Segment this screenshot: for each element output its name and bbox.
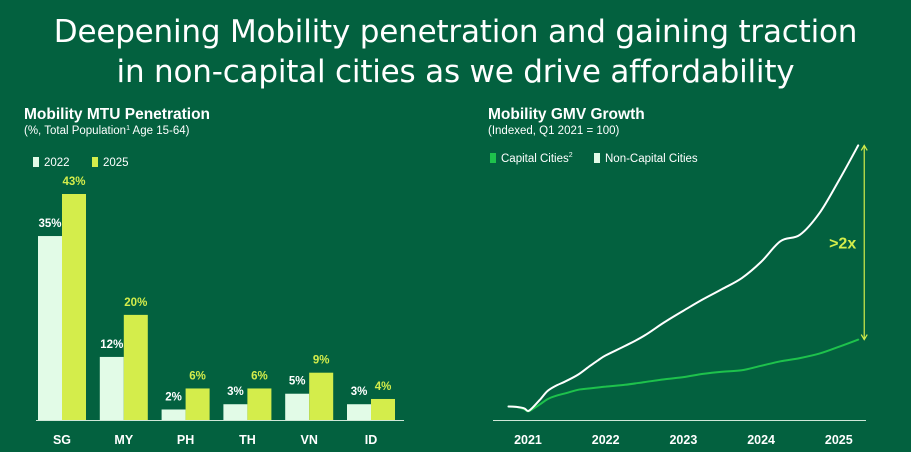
bar-label-TH-2025: 6% [251, 370, 268, 382]
legend-swatch-2022 [33, 157, 39, 167]
x-tick-PH: PH [177, 433, 194, 447]
bar-label-SG-2022: 35% [38, 218, 61, 230]
right-chart-title: Mobility GMV Growth [488, 106, 645, 123]
line-legend: Capital Cities2 Non-Capital Cities [490, 152, 698, 165]
bar-SG-2022 [38, 236, 62, 420]
bar-PH-2022 [161, 409, 186, 420]
bar-label-PH-2025: 6% [189, 370, 206, 382]
x-tick-SG: SG [53, 433, 71, 447]
bar-label-TH-2022: 3% [227, 386, 244, 398]
x-tick-2024: 2024 [747, 433, 775, 447]
bar-VN-2025 [309, 372, 334, 420]
x-tick-2025: 2025 [825, 433, 853, 447]
x-tick-2021: 2021 [514, 433, 542, 447]
legend-label-capital-cities-footnote: 2 [569, 152, 573, 159]
bracket-arrow-bottom [860, 334, 868, 341]
slide-title-line-1: Deepening Mobility penetration and gaini… [53, 14, 858, 50]
bar-TH-2022 [223, 404, 248, 420]
bar-legend: 2022 2025 [33, 157, 129, 169]
left-chart-subtitle-footnote: 1 [126, 125, 130, 132]
bar-label-PH-2022: 2% [165, 391, 182, 403]
x-tick-MY: MY [114, 433, 133, 447]
bar-PH-2025 [185, 388, 210, 420]
bar-TH-2025 [247, 388, 272, 420]
bracket-arrow-top [860, 144, 868, 151]
left-chart-subtitle-suffix: Age 15-64) [129, 125, 190, 137]
left-chart-title: Mobility MTU Penetration [24, 106, 210, 123]
legend-label-capital-cities: Capital Cities2 [501, 152, 573, 165]
x-tick-2023: 2023 [669, 433, 697, 447]
left-chart-subtitle-prefix: (%, Total Population [24, 125, 127, 137]
bar-VN-2022 [285, 393, 310, 420]
bar-label-SG-2025: 43% [62, 176, 85, 188]
growth-bracket [860, 144, 868, 341]
legend-label-capital-cities-text: Capital Cities [501, 153, 569, 165]
x-tick-2022: 2022 [592, 433, 620, 447]
bar-label-VN-2022: 5% [289, 376, 306, 388]
bar-ID-2025 [371, 398, 395, 420]
x-tick-VN: VN [301, 433, 318, 447]
bar-label-ID-2025: 4% [375, 381, 392, 393]
slide-title-line-2: in non-capital cities as we drive afford… [116, 54, 795, 90]
bar-label-ID-2022: 3% [351, 386, 368, 398]
legend-label-2022: 2022 [44, 157, 70, 169]
legend-label-2025: 2025 [103, 157, 129, 169]
bar-ID-2022 [347, 404, 371, 420]
left-chart-subtitle: (%, Total Population1 Age 15-64) [24, 125, 189, 137]
bar-MY-2022 [99, 356, 124, 420]
legend-swatch-capital-cities [490, 153, 496, 163]
growth-callout: >2x [829, 236, 856, 253]
legend-label-non-capital-cities: Non-Capital Cities [605, 153, 698, 165]
legend-swatch-non-capital-cities [594, 153, 600, 163]
bar-label-MY-2025: 20% [124, 297, 147, 309]
line-capital-cities [507, 338, 860, 413]
right-chart-subtitle: (Indexed, Q1 2021 = 100) [488, 125, 620, 137]
bar-label-VN-2025: 9% [313, 355, 330, 367]
x-tick-ID: ID [365, 433, 378, 447]
x-tick-TH: TH [239, 433, 256, 447]
slide-title: Deepening Mobility penetration and gaini… [0, 12, 911, 92]
bar-SG-2025 [62, 194, 86, 420]
bar-label-MY-2022: 12% [100, 339, 123, 351]
bar-MY-2025 [123, 314, 148, 420]
legend-swatch-2025 [92, 157, 98, 167]
line-non-capital-cities [507, 144, 860, 412]
